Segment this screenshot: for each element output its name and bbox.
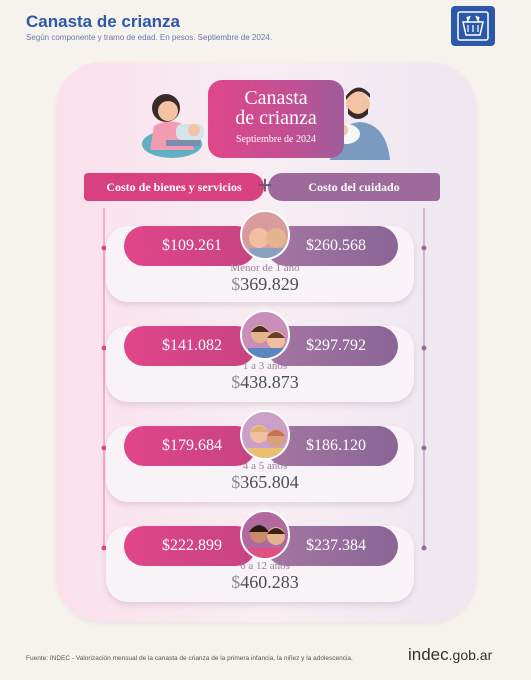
total-number: 369.829	[240, 274, 299, 294]
age-label: 1 a 3 años	[242, 360, 288, 372]
age-label: Menor de 1 año	[230, 262, 300, 274]
goods-value: $109.261	[124, 226, 256, 266]
currency-sign: $	[231, 274, 241, 294]
age-label: 4 a 5 años	[242, 460, 288, 472]
age-label: 6 a 12 años	[240, 560, 290, 572]
logo-main: indec	[408, 645, 449, 664]
mother-baby-illustration	[142, 94, 204, 158]
baby-avatar	[240, 210, 290, 260]
connector-lines	[101, 208, 427, 551]
goods-value: $222.899	[124, 526, 256, 566]
title-date: Septiembre de 2024	[236, 134, 316, 145]
logo-domain: .gob.ar	[448, 647, 493, 663]
care-cost-label: Costo del cuidado	[268, 173, 440, 201]
indec-logo: indec.gob.ar	[408, 645, 492, 665]
title-line-1: Canasta	[244, 87, 308, 109]
goods-value: $179.684	[124, 426, 256, 466]
page-title: Canasta de crianza	[26, 12, 181, 31]
currency-sign: $	[231, 572, 241, 592]
total-value: $365.804	[205, 472, 325, 493]
total-value: $369.829	[205, 274, 325, 295]
child-avatar	[240, 410, 290, 460]
care-value: $260.568	[266, 226, 398, 266]
goods-cost-label: Costo de bienes y servicios	[84, 173, 264, 201]
total-number: 365.804	[240, 472, 299, 492]
basket-icon	[451, 6, 495, 46]
title-box: Canasta de crianza Septiembre de 2024	[208, 80, 344, 158]
currency-sign: $	[231, 472, 241, 492]
page-subtitle: Según componente y tramo de edad. En pes…	[26, 33, 272, 42]
total-number: 438.873	[240, 372, 299, 392]
older-child-avatar	[240, 510, 290, 560]
total-value: $460.283	[205, 572, 325, 593]
title-line-2: de crianza	[235, 107, 317, 129]
source-note: Fuente: INDEC - Valorización mensual de …	[26, 655, 353, 662]
plus-icon: +	[257, 170, 273, 200]
care-value: $297.792	[266, 326, 398, 366]
father-baby-illustration	[330, 87, 390, 160]
total-number: 460.283	[240, 572, 299, 592]
currency-sign: $	[231, 372, 241, 392]
goods-value: $141.082	[124, 326, 256, 366]
toddler-avatar	[240, 310, 290, 360]
total-value: $438.873	[205, 372, 325, 393]
